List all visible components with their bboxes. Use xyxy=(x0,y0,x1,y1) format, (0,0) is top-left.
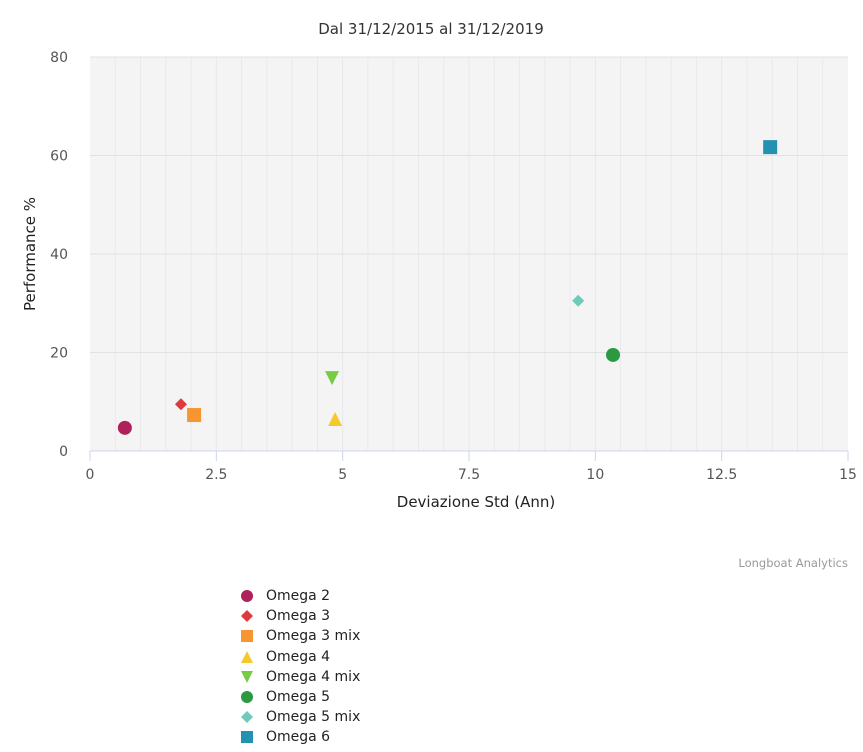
credits[interactable]: Longboat Analytics xyxy=(738,556,848,570)
x-tick-label: 12.5 xyxy=(706,467,737,483)
legend-label: Omega 3 mix xyxy=(266,628,361,645)
y-tick-label: 60 xyxy=(50,149,68,165)
legend-item[interactable]: Omega 4 mix xyxy=(240,667,360,687)
legend-marker xyxy=(241,610,253,623)
x-axis-label: Deviazione Std (Ann) xyxy=(397,493,555,511)
y-tick-label: 80 xyxy=(50,50,68,66)
legend-circle-icon xyxy=(241,590,253,603)
legend-circle-icon xyxy=(241,691,253,704)
data-point-omega-5-mix xyxy=(572,294,585,307)
data-point-omega-5 xyxy=(606,347,621,362)
scatter-chart: Dal 31/12/2015 al 31/12/2019 Deviazione … xyxy=(21,20,857,511)
legend-label: Omega 5 mix xyxy=(266,709,361,726)
y-axis-label: Performance % xyxy=(21,197,39,311)
data-point-omega-2 xyxy=(117,420,132,435)
legend-label: Omega 6 xyxy=(266,729,331,746)
legend-label: Omega 2 xyxy=(266,588,331,605)
legend-square-icon xyxy=(241,630,253,643)
legend-item[interactable]: Omega 3 mix xyxy=(240,626,360,646)
legend-marker xyxy=(241,691,253,704)
data-point-omega-3-mix xyxy=(187,408,202,423)
x-tick-label: 5 xyxy=(338,467,347,483)
data-point-omega-3 xyxy=(174,398,187,411)
x-tick-label: 10 xyxy=(586,467,604,483)
legend-marker xyxy=(241,590,253,603)
chart-title: Dal 31/12/2015 al 31/12/2019 xyxy=(318,20,543,38)
legend-label: Omega 3 xyxy=(266,608,331,625)
data-point-omega-4-mix xyxy=(325,371,340,386)
y-tick-label: 0 xyxy=(59,444,68,460)
legend-item[interactable]: Omega 4 xyxy=(240,647,360,667)
y-tick-label: 20 xyxy=(50,346,68,362)
legend-marker xyxy=(241,731,253,744)
y-tick-label: 40 xyxy=(50,247,68,263)
legend: Omega 2 Omega 3 Omega 3 mix Omega 4 Omega 4 … xyxy=(240,586,360,748)
legend-triangle-icon xyxy=(241,650,253,663)
x-tick-label: 7.5 xyxy=(458,467,480,483)
legend-diamond-icon xyxy=(241,610,253,623)
legend-item[interactable]: Omega 3 xyxy=(240,606,360,626)
legend-item[interactable]: Omega 5 xyxy=(240,687,360,707)
x-tick-label: 2.5 xyxy=(205,467,227,483)
legend-item[interactable]: Omega 5 mix xyxy=(240,707,360,727)
legend-diamond-icon xyxy=(241,711,253,724)
legend-triangle-down-icon xyxy=(241,670,253,683)
legend-marker xyxy=(241,630,253,643)
legend-label: Omega 5 xyxy=(266,689,331,706)
data-point-omega-4 xyxy=(328,411,343,426)
legend-label: Omega 4 xyxy=(266,648,331,665)
legend-square-icon xyxy=(241,731,253,744)
x-tick-label: 0 xyxy=(86,467,95,483)
legend-marker xyxy=(241,670,253,683)
x-tick-label: 15 xyxy=(839,467,857,483)
legend-item[interactable]: Omega 6 xyxy=(240,727,360,747)
legend-item[interactable]: Omega 2 xyxy=(240,586,360,606)
data-point-omega-6 xyxy=(763,140,778,155)
legend-marker xyxy=(241,711,253,724)
legend-label: Omega 4 mix xyxy=(266,668,361,685)
legend-marker xyxy=(241,650,253,663)
